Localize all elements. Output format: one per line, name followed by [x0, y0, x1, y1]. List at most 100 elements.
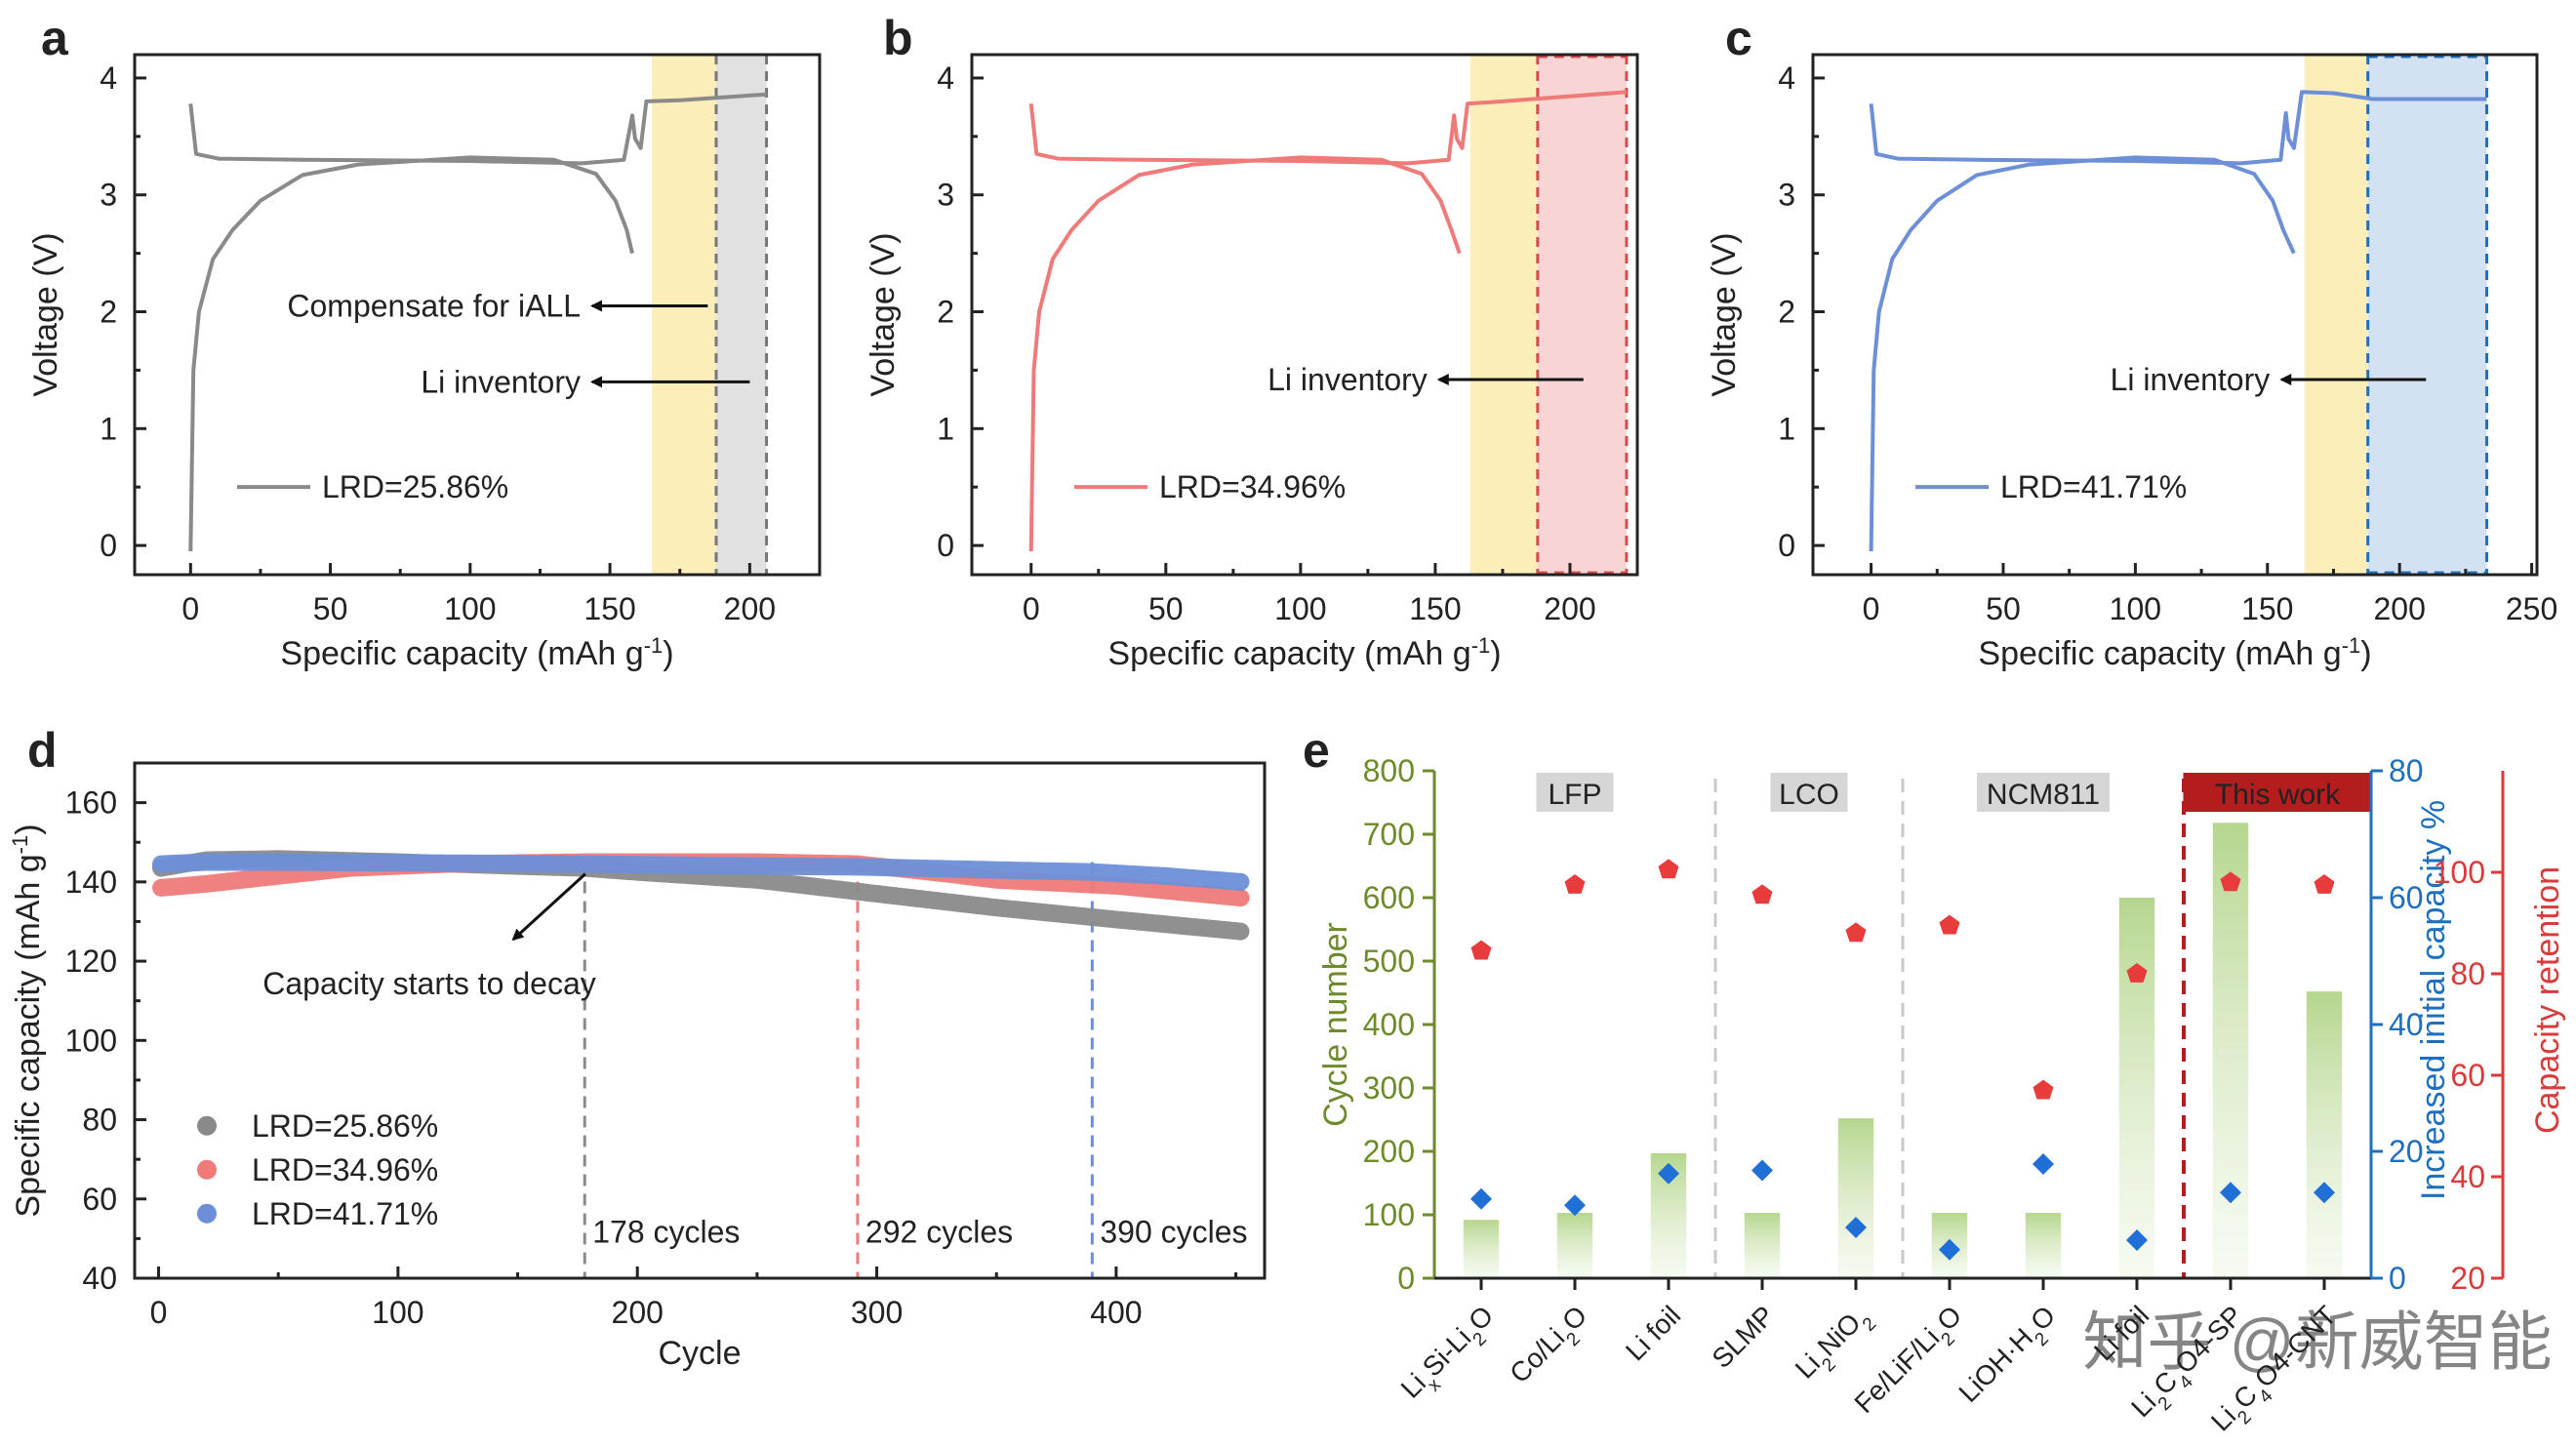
cycle-number-bar [2212, 823, 2249, 1278]
group-header-box [2183, 773, 2372, 812]
right-tick-label-e: 80 [2450, 956, 2485, 991]
x-tick-label-a: 150 [584, 591, 635, 626]
capacity-retention-marker [2033, 1079, 2054, 1100]
left-tick-label-e: 700 [1363, 817, 1415, 852]
capacity-retention-marker [2314, 874, 2335, 894]
panel-label-d: d [27, 723, 58, 778]
mid-tick-label-e: 40 [2389, 1007, 2424, 1042]
discharge-curve-b [1028, 155, 1462, 552]
category-label-e: Co/Li2O [1504, 1300, 1599, 1395]
legend-label-d: LRD=41.71% [252, 1196, 438, 1231]
cycle-number-bar [2025, 1213, 2062, 1278]
mid-tick-label-e: 80 [2389, 753, 2424, 788]
category-label-e: Li2NiO2 [1790, 1300, 1880, 1390]
left-axis-label-e: Cycle number [1317, 922, 1354, 1127]
y-tick-label-d: 120 [65, 944, 117, 979]
x-tick-label-b: 200 [1544, 591, 1595, 626]
shade-extra-a [715, 55, 767, 575]
left-tick-label-e: 100 [1363, 1197, 1415, 1232]
cycling-chart-d: 178 cycles 292 cycles 390 cycles 0 100 200 300… [8, 761, 1267, 1372]
y-tick-label-a: 3 [100, 178, 117, 213]
increased-capacity-marker [2220, 1182, 2241, 1204]
increased-capacity-marker [2033, 1153, 2054, 1175]
y-tick-label-a: 1 [100, 411, 117, 446]
y-tick-label-d: 60 [82, 1182, 117, 1217]
x-tick-label-c: 0 [1863, 591, 1880, 626]
group-header-box [1770, 773, 1848, 812]
x-axis-label-c: Specific capacity (mAh g-1) [1978, 633, 2371, 673]
y-tick-label-a: 4 [100, 60, 117, 96]
y-axis-label-c: Voltage (V) [1706, 232, 1743, 396]
cycle-number-bar [1463, 1220, 1500, 1278]
x-tick-label-d: 400 [1090, 1295, 1142, 1330]
annotation-label-b: Li inventory [1268, 362, 1428, 397]
annotation-label-c: Li inventory [2111, 362, 2271, 397]
group-header-label: This work [2215, 779, 2341, 811]
group-header-box [1977, 773, 2110, 812]
x-tick-label-a: 0 [181, 591, 199, 626]
right-tick-label-e: 100 [2434, 855, 2485, 890]
discharge-curve-a [188, 155, 634, 552]
increased-capacity-marker [2126, 1229, 2148, 1251]
increased-capacity-marker [1470, 1187, 1492, 1210]
charge-curve-a [188, 92, 767, 166]
mid-tick-label-e: 0 [2389, 1261, 2406, 1296]
legend-label-a: LRD=25.86% [322, 469, 508, 504]
right-tick-label-e: 40 [2450, 1159, 2485, 1194]
x-tick-label-b: 0 [1023, 591, 1040, 626]
x-axis-label-b: Specific capacity (mAh g-1) [1107, 633, 1501, 673]
annotation-label-d: Capacity starts to decay [262, 966, 595, 1001]
voltage-chart-a: 0 50 100 150 200 0 1 2 3 4 Specific capacity (mAh … [27, 53, 822, 672]
y-tick-label-d: 40 [82, 1261, 117, 1296]
x-tick-label-d: 300 [851, 1295, 903, 1330]
y-tick-label-d: 160 [65, 785, 117, 821]
legend-label-d: LRD=34.96% [252, 1152, 438, 1187]
cycle-number-bar [2118, 898, 2155, 1278]
plot-frame-b [970, 53, 1639, 577]
cycle-number-bar [1837, 1118, 1874, 1278]
charge-curve-b [1028, 90, 1628, 166]
mid-axis-label-e: Increased initial capacity % [2415, 800, 2452, 1200]
group-header-label: NCM811 [1987, 779, 2100, 811]
capacity-retention-marker [1658, 859, 1679, 879]
x-axis-label-d: Cycle [658, 1335, 741, 1372]
cycle-marker-label: 178 cycles [592, 1214, 740, 1249]
cycle-number-bar [2306, 991, 2343, 1278]
capacity-retention-marker [2126, 963, 2148, 983]
x-tick-label-c: 200 [2373, 591, 2425, 626]
x-tick-label-c: 250 [2506, 591, 2557, 626]
mid-tick-label-e: 20 [2389, 1134, 2424, 1169]
x-tick-label-d: 0 [150, 1295, 168, 1330]
group-header-box [1536, 773, 1614, 812]
left-tick-label-e: 500 [1363, 944, 1415, 979]
discharge-curve-c [1869, 155, 2296, 552]
y-tick-label-c: 2 [1778, 295, 1795, 330]
comparison-chart-e: LFP LCO NCM811 This work0100200300400500600… [1317, 753, 2566, 1437]
x-tick-label-c: 150 [2241, 591, 2293, 626]
y-tick-label-a: 0 [100, 528, 117, 563]
y-tick-label-c: 3 [1778, 178, 1795, 213]
cycle-number-bar [1744, 1213, 1781, 1278]
annotation-arrow-d [511, 872, 586, 942]
charge-curve-c [1869, 90, 2487, 166]
y-tick-label-d: 80 [82, 1103, 117, 1138]
increased-capacity-marker [1751, 1159, 1773, 1182]
shade-yellow-b [1469, 55, 1538, 575]
left-tick-label-e: 600 [1363, 880, 1415, 915]
capacity-retention-marker [1564, 874, 1586, 894]
x-tick-label-a: 100 [444, 591, 496, 626]
capacity-retention-marker [2220, 871, 2241, 892]
left-tick-label-e: 0 [1397, 1261, 1415, 1296]
increased-capacity-marker [1658, 1162, 1679, 1185]
y-tick-label-b: 0 [937, 528, 954, 563]
legend-marker-d [197, 1115, 217, 1136]
increased-capacity-marker [1939, 1238, 1960, 1261]
x-tick-label-b: 100 [1274, 591, 1326, 626]
y-tick-label-b: 4 [937, 60, 954, 96]
increased-capacity-marker [2314, 1182, 2335, 1204]
mid-tick-label-e: 60 [2389, 880, 2424, 915]
plot-frame-d [133, 761, 1267, 1280]
panel-label-e: e [1303, 723, 1330, 778]
cycle-marker-label: 292 cycles [865, 1214, 1013, 1249]
